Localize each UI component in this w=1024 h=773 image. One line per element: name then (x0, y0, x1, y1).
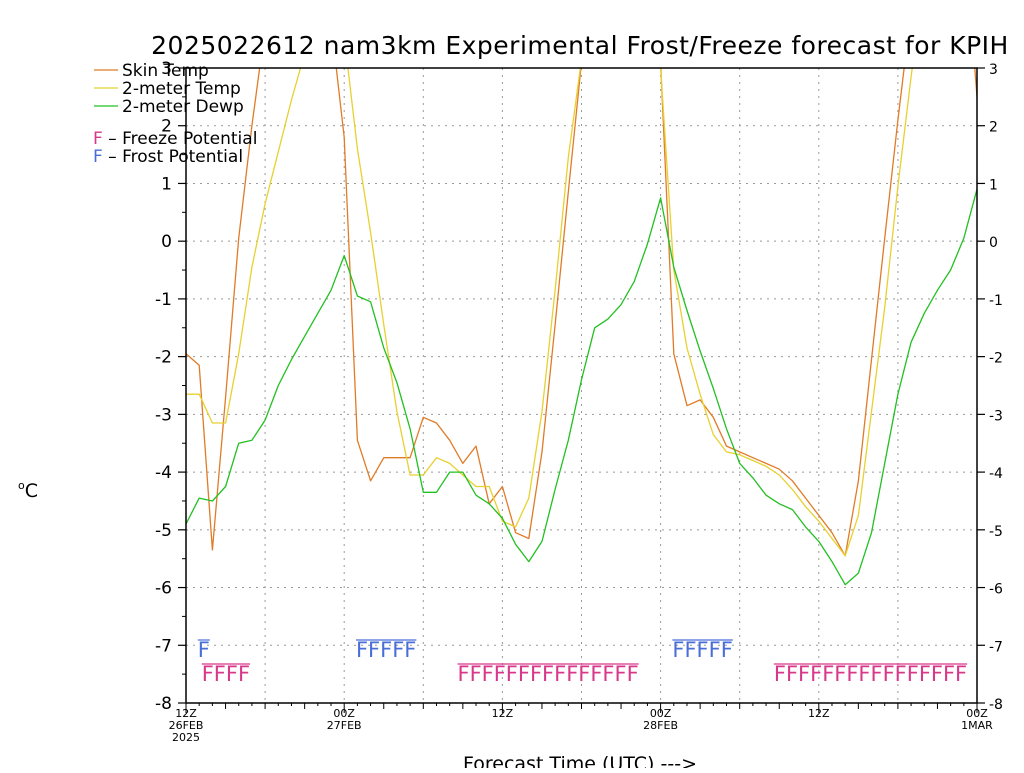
y-tick-label-left: -2 (155, 348, 172, 368)
x-tick-label: 1MAR (961, 719, 993, 732)
frost-potential-markers: FFFFF (672, 638, 732, 662)
potential-legend-text: – Frost Potential (103, 147, 243, 167)
y-tick-label-right: -8 (989, 697, 1003, 713)
series-line-2-meter-temp (186, 68, 913, 557)
potential-legend-letter: F (93, 147, 103, 167)
y-tick-label-right: 1 (989, 177, 998, 193)
y-tick-label-left: -3 (155, 405, 172, 425)
frost-potential-markers: FFFFF (356, 638, 416, 662)
y-tick-label-left: 2 (161, 117, 172, 137)
x-tick-label: 28FEB (643, 719, 678, 732)
y-tick-label-right: -1 (989, 293, 1003, 309)
y-axis-label-degree: o (18, 479, 25, 492)
legend-label: Skin Temp (122, 61, 209, 81)
x-tick-label: 26FEB (169, 719, 204, 732)
y-tick-label-left: -5 (155, 521, 172, 541)
y-axis-label: oC (18, 479, 38, 502)
y-tick-label-left: -7 (155, 636, 172, 656)
grid-lines (186, 68, 977, 703)
frost-freeze-rows: F FFFFF FFFFFFFFF FFFFFFFFFFFFFFF FFFFFFFFFF… (197, 638, 968, 686)
y-tick-label-right: -4 (989, 466, 1003, 482)
x-axis-label: Forecast Time (UTC) ---> (463, 753, 697, 768)
legend-label: 2-meter Dewp (122, 97, 244, 117)
series-lines (186, 68, 977, 586)
y-tick-label-left: -8 (155, 694, 172, 714)
x-tick-label: 27FEB (327, 719, 362, 732)
series-line-2-meter-dewp (186, 189, 977, 586)
axes: -8 -8 -7 -7 -6 -6 -5 -5 -4 -4 -3 -3 -2 -2 -1 -1 0 0 1 1 2 2 3 3… (155, 59, 1003, 744)
chart-title: 2025022612 nam3km Experimental Frost/Fre… (151, 31, 1009, 60)
y-tick-label-right: -5 (989, 524, 1003, 540)
y-tick-label-left: -1 (155, 290, 172, 310)
x-tick-label: 00Z (333, 707, 355, 720)
y-tick-label-right: -7 (989, 639, 1003, 655)
y-tick-label-right: -3 (989, 408, 1003, 424)
freeze-potential-markers: FFFFFFFFFFFFFFFF (774, 662, 967, 686)
x-tick-label: 12Z (492, 707, 514, 720)
x-tick-label: 00Z (650, 707, 672, 720)
x-tick-label: 12Z (175, 707, 197, 720)
y-tick-label-right: 0 (989, 235, 998, 251)
y-tick-label-left: 3 (161, 59, 172, 79)
y-tick-label-left: 0 (161, 232, 172, 252)
x-tick-label: 12Z (808, 707, 830, 720)
y-tick-label-left: 1 (161, 174, 172, 194)
y-axis-label-unit: C (25, 480, 38, 502)
frost-potential-markers: F (198, 638, 210, 662)
y-tick-label-left: -4 (155, 463, 172, 483)
potential-legend-text: – Freeze Potential (103, 129, 258, 149)
y-tick-label-right: 2 (989, 120, 998, 136)
x-tick-label: 2025 (172, 731, 200, 744)
x-tick-label: 00Z (966, 707, 988, 720)
y-tick-label-right: -6 (989, 582, 1003, 598)
y-tick-label-right: 3 (989, 62, 998, 78)
y-tick-label-right: -2 (989, 351, 1003, 367)
legend-label: 2-meter Temp (122, 79, 241, 99)
potential-legend-item: F – Freeze Potential (93, 129, 257, 149)
potential-legend-item: F – Frost Potential (93, 147, 243, 167)
freeze-potential-markers: FFFF (202, 662, 250, 686)
freeze-potential-markers: FFFFFFFFFFFFFFF (457, 662, 638, 686)
potential-legend-letter: F (93, 129, 103, 149)
y-tick-label-left: -6 (155, 579, 172, 599)
